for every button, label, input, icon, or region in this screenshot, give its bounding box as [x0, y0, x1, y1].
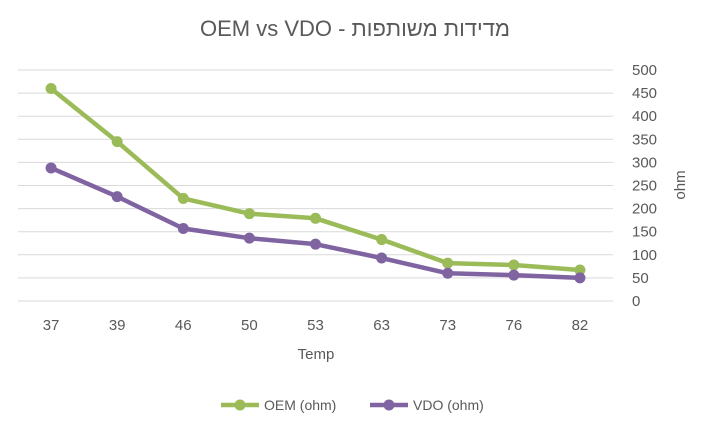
data-point [574, 264, 586, 276]
y-tick-label: 0 [632, 293, 640, 310]
legend-item: OEM (ohm) [221, 397, 336, 413]
y-tick-label: 350 [632, 131, 657, 148]
y-tick-label: 500 [632, 62, 657, 79]
x-axis-title: Temp [298, 346, 335, 363]
y-tick-label: 250 [632, 178, 657, 195]
legend-swatch-marker [234, 399, 246, 411]
x-axis-ticks: 37 39 46 50 53 63 73 76 82 [43, 317, 589, 334]
data-point [442, 267, 454, 279]
data-point [376, 234, 388, 246]
data-point [310, 212, 321, 224]
y-tick-label: 100 [632, 247, 657, 264]
series-layer [45, 82, 586, 284]
legend-label: OEM (ohm) [264, 397, 336, 413]
legend-item: VDO (ohm) [370, 397, 484, 413]
x-tick-label: 53 [307, 317, 324, 334]
legend: OEM (ohm) VDO (ohm) [221, 397, 484, 413]
x-tick-label: 50 [241, 317, 258, 334]
data-point [508, 259, 520, 271]
series-2 [45, 162, 586, 284]
series-1 [45, 82, 586, 276]
legend-label: VDO (ohm) [413, 397, 484, 413]
gridlines [18, 69, 613, 302]
data-point [508, 269, 520, 281]
data-point [45, 162, 57, 174]
y-tick-label: 150 [632, 224, 657, 241]
x-tick-label: 63 [373, 317, 390, 334]
y-tick-label: 300 [632, 154, 657, 171]
y-tick-label: 200 [632, 201, 657, 218]
data-point [177, 192, 189, 204]
data-point [243, 232, 255, 244]
x-tick-label: 37 [43, 317, 60, 334]
legend-swatch-marker [383, 399, 395, 411]
data-point [310, 238, 321, 250]
data-point [45, 82, 57, 94]
x-tick-label: 73 [439, 317, 456, 334]
y-axis-title: ohm [672, 170, 689, 199]
y-tick-label: 400 [632, 108, 657, 125]
data-point [574, 272, 586, 284]
x-tick-label: 76 [505, 317, 522, 334]
data-point [111, 191, 123, 203]
data-point [442, 257, 454, 269]
data-point [376, 252, 388, 264]
x-tick-label: 82 [572, 317, 589, 334]
y-tick-label: 50 [632, 270, 649, 287]
x-tick-label: 46 [175, 317, 192, 334]
y-tick-label: 450 [632, 85, 657, 102]
data-point [111, 136, 123, 148]
data-point [177, 222, 189, 234]
y-axis-ticks: 0 50 100 150 200 250 300 350 400 450 500 [632, 62, 657, 310]
data-point [243, 208, 255, 220]
chart-title: OEM vs VDO - מדידות משותפות [200, 16, 510, 41]
x-tick-label: 39 [109, 317, 126, 334]
